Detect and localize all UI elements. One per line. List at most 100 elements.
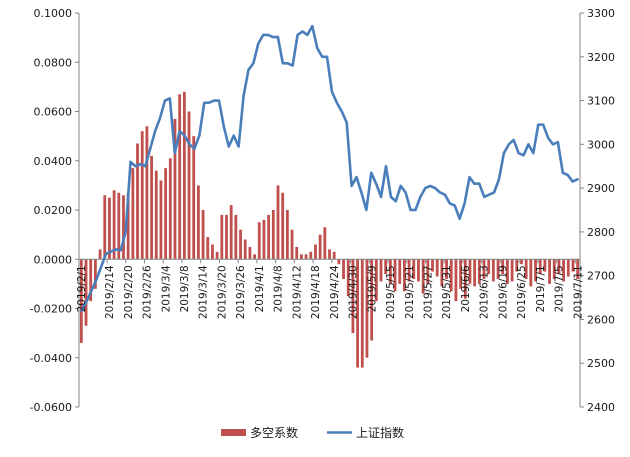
bar bbox=[468, 259, 472, 284]
y-right-tick-label: 2500 bbox=[587, 357, 615, 370]
bar bbox=[393, 259, 397, 292]
bar bbox=[178, 94, 182, 260]
bar bbox=[435, 259, 439, 277]
bar bbox=[154, 170, 158, 260]
y-right-tick-label: 3000 bbox=[587, 138, 615, 151]
bar bbox=[534, 259, 537, 282]
y-right-tick-label: 3200 bbox=[587, 51, 615, 64]
y-right-tick-label: 3100 bbox=[587, 95, 615, 108]
x-axis-labels: 2019/2/1 2019/2/14 2019/2/20 2019/2/26 2019/… bbox=[76, 265, 584, 319]
x-tick-label: 2019/7/5 bbox=[554, 265, 566, 312]
legend: 多空系数 上证指数 bbox=[221, 425, 404, 440]
x-tick-label: 2019/5/27 bbox=[422, 265, 434, 319]
y-left-tick-label: 0.0800 bbox=[34, 56, 73, 69]
bar bbox=[211, 244, 214, 260]
bar bbox=[234, 214, 238, 260]
bar bbox=[300, 254, 303, 260]
bar bbox=[449, 259, 453, 292]
y-right-tick-label: 2400 bbox=[587, 401, 615, 414]
x-tick-label: 2019/3/26 bbox=[235, 265, 247, 319]
bar bbox=[454, 259, 458, 302]
y-left-tick-label: 0.0600 bbox=[34, 106, 73, 119]
x-tick-label: 2019/4/8 bbox=[273, 265, 285, 312]
bar bbox=[93, 259, 97, 289]
bar bbox=[459, 259, 463, 289]
x-tick-label: 2019/6/13 bbox=[479, 265, 491, 319]
bar bbox=[426, 259, 430, 284]
bar bbox=[576, 259, 580, 279]
bar bbox=[552, 259, 556, 279]
y-right-tick-label: 3300 bbox=[587, 7, 615, 20]
bar bbox=[173, 118, 177, 260]
bar bbox=[487, 259, 491, 275]
bar bbox=[431, 259, 434, 272]
bar bbox=[290, 229, 294, 260]
bar bbox=[276, 185, 280, 260]
bars-layer bbox=[79, 91, 580, 368]
bar bbox=[206, 237, 210, 260]
bar bbox=[543, 259, 547, 272]
bar bbox=[370, 259, 374, 341]
bar bbox=[318, 234, 322, 260]
y-axis-right-labels: 2400 2500 2600 2700 2800 2900 3000 3100 3200 3300 bbox=[587, 7, 615, 414]
x-tick-label: 2019/2/26 bbox=[142, 265, 154, 319]
bar bbox=[346, 259, 350, 297]
bar bbox=[192, 136, 196, 260]
bar bbox=[356, 259, 359, 368]
bar bbox=[515, 259, 519, 272]
bar bbox=[506, 259, 509, 284]
bar bbox=[239, 229, 242, 260]
y-left-tick-label: 0.0400 bbox=[34, 155, 73, 168]
bar bbox=[201, 210, 205, 260]
bar bbox=[248, 246, 252, 260]
bar bbox=[548, 259, 551, 284]
bar bbox=[407, 259, 411, 282]
bar bbox=[463, 259, 467, 299]
y-right-tick-label: 2600 bbox=[587, 313, 615, 326]
bar bbox=[267, 214, 271, 260]
bar bbox=[473, 259, 477, 287]
bar bbox=[79, 259, 83, 343]
bar bbox=[360, 259, 364, 368]
bar bbox=[496, 259, 500, 279]
bar bbox=[571, 259, 575, 272]
bar bbox=[136, 143, 139, 260]
axes-layer bbox=[75, 12, 584, 408]
bar bbox=[337, 259, 341, 265]
bar bbox=[351, 259, 355, 334]
bar bbox=[314, 244, 317, 260]
bar bbox=[140, 131, 144, 260]
bar bbox=[253, 254, 256, 260]
x-tick-label: 2019/3/8 bbox=[179, 265, 191, 312]
bar bbox=[103, 195, 107, 260]
x-tick-label: 2019/5/31 bbox=[441, 265, 453, 319]
bar bbox=[285, 210, 289, 260]
bar bbox=[229, 205, 233, 260]
x-tick-label: 2019/5/9 bbox=[366, 265, 378, 312]
bar bbox=[150, 155, 153, 260]
x-tick-label: 2019/5/21 bbox=[404, 265, 416, 319]
bar bbox=[309, 251, 313, 260]
bar bbox=[501, 259, 505, 275]
bar bbox=[379, 259, 383, 282]
y-left-tick-label: -0.0400 bbox=[30, 352, 72, 365]
y-right-tick-label: 2700 bbox=[587, 270, 615, 283]
bar bbox=[510, 259, 514, 282]
x-tick-label: 2019/2/14 bbox=[104, 265, 116, 319]
bar bbox=[122, 195, 125, 260]
bar bbox=[126, 192, 130, 260]
bar bbox=[164, 168, 168, 260]
bar bbox=[384, 259, 388, 275]
bar bbox=[342, 259, 345, 279]
bar bbox=[491, 259, 495, 282]
bar bbox=[374, 259, 378, 302]
y-left-tick-label: 0.0200 bbox=[34, 204, 73, 217]
bar bbox=[304, 254, 308, 260]
bar bbox=[89, 259, 93, 302]
y-left-tick-label: -0.0200 bbox=[30, 303, 72, 316]
bar bbox=[257, 222, 261, 260]
bar bbox=[332, 251, 336, 260]
bar bbox=[365, 259, 369, 358]
